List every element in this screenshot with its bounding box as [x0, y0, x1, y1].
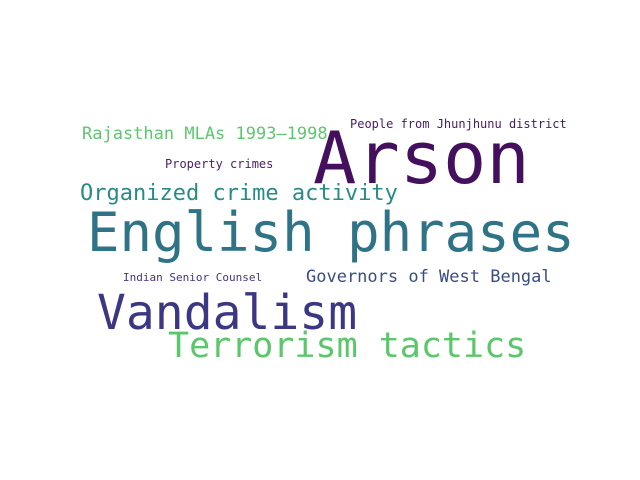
- word-rajasthan-mlas: Rajasthan MLAs 1993–1998: [82, 124, 328, 144]
- word-english-phrases: English phrases: [87, 201, 575, 264]
- word-arson: Arson: [313, 116, 530, 200]
- word-terrorism-tactics: Terrorism tactics: [168, 326, 527, 366]
- word-vandalism: Vandalism: [97, 285, 358, 341]
- word-indian-senior-counsel: Indian Senior Counsel: [123, 271, 263, 284]
- word-property-crimes: Property crimes: [165, 157, 274, 171]
- word-organized-crime-activity: Organized crime activity: [80, 181, 398, 206]
- word-people-from-jhunjhunu: People from Jhunjhunu district: [350, 117, 567, 131]
- word-governors-of-west-bengal: Governors of West Bengal: [306, 267, 552, 287]
